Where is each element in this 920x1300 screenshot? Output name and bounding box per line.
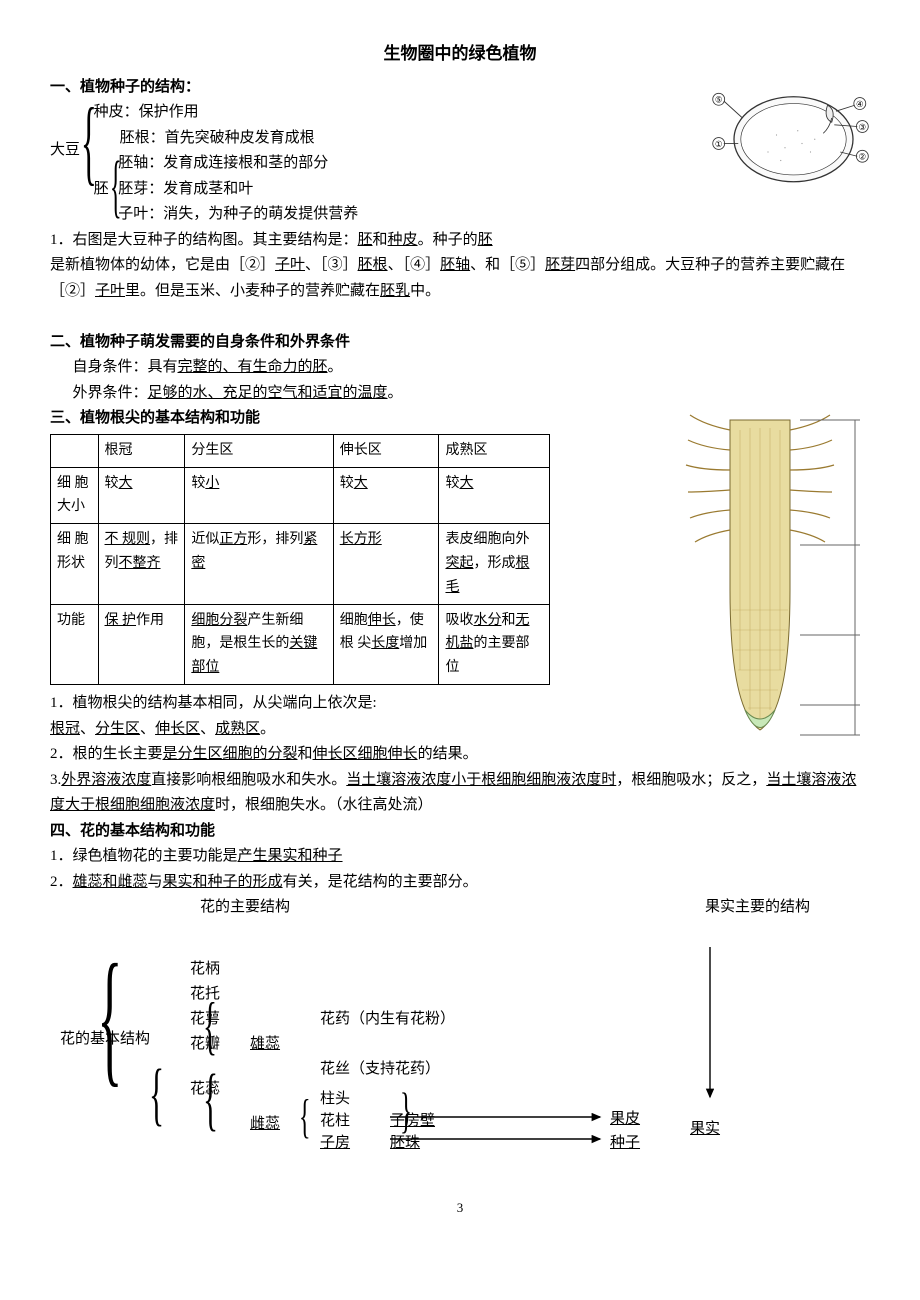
radicle: 胚根：首先突破种皮发育成根: [94, 126, 315, 152]
hypocotyl: 胚轴：发育成连接根和茎的部分: [118, 151, 358, 177]
seed-label-3: ③: [859, 122, 867, 132]
cotyledon: 子叶：消失，为种子的萌发提供营养: [118, 202, 358, 228]
root-tip-table: 根冠分生区伸长区成熟区 细 胞大小较大较小较大较大细 胞形状不 规则，排列不整齐…: [50, 434, 550, 685]
flower-col1: 花的主要结构: [200, 895, 290, 921]
seed-label-1: ①: [715, 139, 723, 149]
brace-icon: {: [81, 96, 97, 186]
root-tip-diagram: [650, 410, 870, 750]
flower-col2: 果实主要的结构: [705, 895, 810, 921]
svg-text:{: {: [149, 1055, 164, 1132]
s2-line1: 自身条件：具有完整的、有生命力的胚。: [50, 355, 870, 381]
seed-label-5: ⑤: [715, 95, 723, 105]
plumule: 胚芽：发育成茎和叶: [118, 177, 358, 203]
seed-label-2: ②: [859, 152, 867, 162]
dadou-label: 大豆: [50, 100, 80, 164]
seed-coat: 种皮：保护作用: [94, 100, 359, 126]
svg-text:{: {: [97, 934, 122, 1100]
s3-p3: 3.外界溶液浓度直接影响根细胞吸水和失水。当土壤溶液浓度小于根细胞细胞液浓度时，…: [50, 768, 870, 819]
flower-tree: { { { { { } 花的基本结构 花柄 花托 花萼 花瓣 花蕊 雄蕊 花药（…: [50, 927, 870, 1187]
brace-icon: {: [110, 157, 122, 217]
page-title: 生物圈中的绿色植物: [50, 40, 870, 69]
s1-para2: 是新植物体的幼体，它是由［②］子叶、［③］胚根、［④］胚轴、和［⑤］胚芽四部分组…: [50, 253, 870, 304]
page-number: 3: [50, 1197, 870, 1219]
s1-para1: 1．右图是大豆种子的结构图。其主要结构是：胚和种皮。种子的胚: [50, 228, 870, 254]
s2-line2: 外界条件：足够的水、充足的空气和适宜的温度。: [50, 381, 870, 407]
section4-head: 四、花的基本结构和功能: [50, 819, 870, 845]
svg-text:{: {: [299, 1090, 311, 1143]
seed-label-4: ④: [856, 99, 864, 109]
section2-head: 二、植物种子萌发需要的自身条件和外界条件: [50, 330, 870, 356]
s4-p1: 1．绿色植物花的主要功能是产生果实和种子: [50, 844, 870, 870]
s4-p2: 2．雄蕊和雌蕊与果实和种子的形成有关，是花结构的主要部分。: [50, 870, 870, 896]
seed-diagram: ⑤ ① ④ ③ ②: [700, 67, 870, 195]
